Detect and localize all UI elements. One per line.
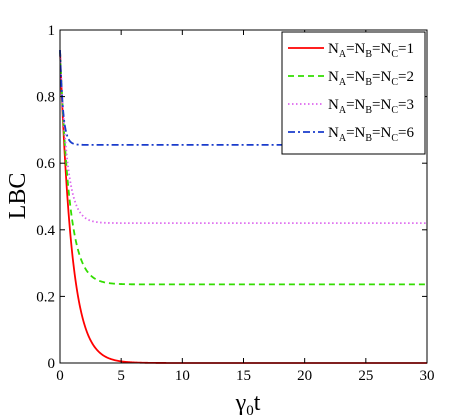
y-tick-label: 0.4 [36, 223, 55, 239]
x-tick-label: 20 [297, 368, 312, 384]
x-axis-label-subscript: 0 [246, 403, 254, 418]
x-tick-label: 25 [358, 368, 373, 384]
x-axis-label-suffix: t [254, 390, 261, 416]
y-tick-label: 0.2 [36, 289, 55, 305]
legend-box [281, 31, 426, 155]
x-tick-label: 10 [175, 368, 190, 384]
series-line-3 [59, 49, 427, 225]
y-axis-label: LBC [5, 173, 31, 220]
x-axis-label-symbol: γ [235, 390, 247, 416]
y-tick-label: 0 [48, 356, 56, 372]
series-line-2 [59, 49, 427, 286]
legend-label-3: NA=NB=NC=3 [328, 97, 414, 116]
legend-label-2: NA=NB=NC=2 [328, 69, 414, 88]
y-tick-label: 0.6 [36, 156, 55, 172]
series-line-4 [59, 49, 427, 146]
x-tick-label: 30 [420, 368, 435, 384]
legend: NA=NB=NC=1 NA=NB=NC=2 NA=NB=NC=3 NA=NB=NC=6 [281, 31, 426, 155]
x-tick-label: 15 [236, 368, 251, 384]
legend-label-1: NA=NB=NC=1 [328, 41, 414, 60]
x-tick-label: 0 [56, 368, 64, 384]
legend-label-4: NA=NB=NC=6 [328, 125, 414, 144]
y-tick-label: 1 [48, 23, 56, 39]
axis-ticks: 0 5 10 15 20 25 30 0 0.2 0.4 0.6 0.8 1 [36, 23, 434, 384]
x-tick-label: 5 [117, 368, 125, 384]
x-axis-label: γ0t [235, 390, 261, 418]
y-tick-label: 0.8 [36, 90, 55, 106]
